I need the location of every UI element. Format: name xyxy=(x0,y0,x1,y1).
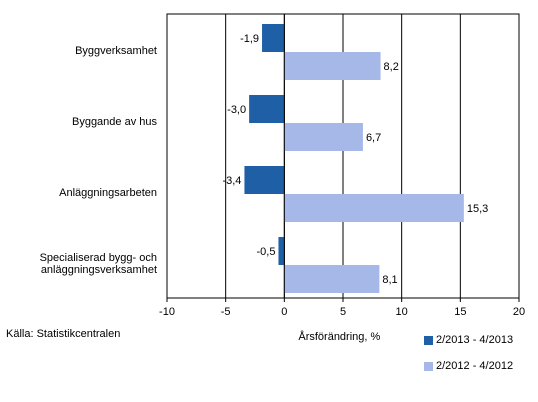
legend-swatch-series-1 xyxy=(424,335,433,345)
legend-swatch-series-2 xyxy=(424,361,433,371)
bar-s1-2 xyxy=(244,166,285,194)
data-label-s2-2: 15,3 xyxy=(467,203,488,215)
data-label-s2-3: 8,1 xyxy=(382,274,397,286)
category-label-0: Byggverksamhet xyxy=(75,45,157,57)
bar-s2-3 xyxy=(284,265,380,293)
data-label-s1-3: -0,5 xyxy=(256,246,275,258)
bar-s2-1 xyxy=(284,123,363,151)
x-tick-label-5: 15 xyxy=(454,306,466,318)
category-label-1: Byggande av hus xyxy=(72,116,158,128)
data-label-s1-2: -3,4 xyxy=(222,175,241,187)
bar-s2-0 xyxy=(284,52,381,80)
category-label-2: Anläggningsarbeten xyxy=(59,187,157,199)
x-tick-label-6: 20 xyxy=(513,306,525,318)
legend-label-series-2: 2/2012 - 4/2012 xyxy=(436,360,514,372)
legend-label-series-1: 2/2013 - 4/2013 xyxy=(436,334,514,346)
bar-s1-3 xyxy=(278,237,285,265)
bar-s2-2 xyxy=(284,194,464,222)
source-note: Källa: Statistikcentralen xyxy=(6,328,121,340)
x-tick-label-3: 5 xyxy=(340,306,346,318)
x-tick-label-4: 10 xyxy=(396,306,408,318)
bar-s1-1 xyxy=(249,95,285,123)
x-tick-label-0: -10 xyxy=(159,306,175,318)
x-tick-label-2: 0 xyxy=(281,306,287,318)
legend-item-series-2: 2/2012 - 4/2012 xyxy=(424,360,513,372)
data-label-s1-0: -1,9 xyxy=(240,33,259,45)
x-tick-label-1: -5 xyxy=(221,306,231,318)
category-label-3-line-1: anläggningsverksamhet xyxy=(41,264,157,276)
data-label-s2-1: 6,7 xyxy=(366,132,381,144)
legend-item-series-1: 2/2013 - 4/2013 xyxy=(424,334,513,346)
data-label-s2-0: 8,2 xyxy=(384,61,399,73)
data-label-s1-1: -3,0 xyxy=(227,104,246,116)
bar-s1-0 xyxy=(262,24,285,52)
x-axis-title: Årsförändring, % xyxy=(298,330,380,343)
category-label-3-line-0: Specialiserad bygg- och xyxy=(40,252,157,264)
